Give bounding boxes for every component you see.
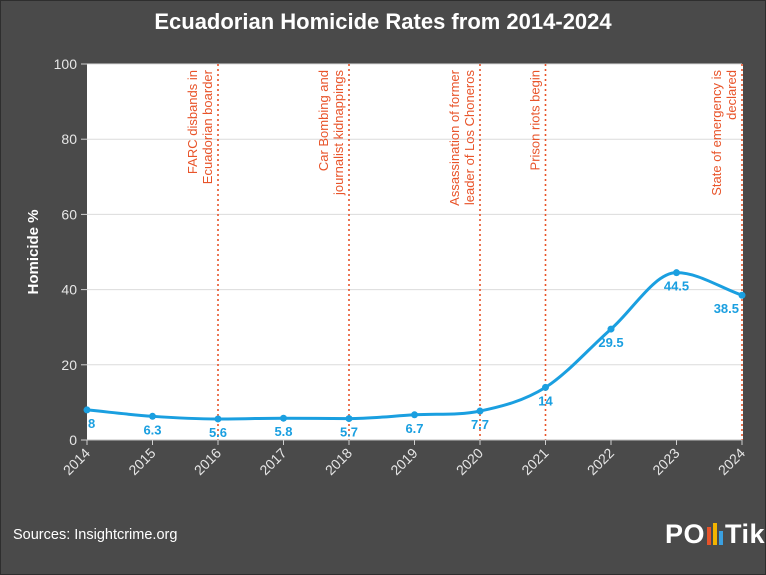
x-tick-label: 2019 [387,445,420,478]
x-tick-label: 2023 [649,445,682,478]
y-axis-label: Homicide % [25,209,42,294]
data-label: 5.8 [274,424,292,439]
data-label: 44.5 [664,279,689,294]
data-point [345,415,353,423]
annotation-label: journalist kidnappings [331,70,346,197]
annotation-label: declared [724,70,739,120]
x-tick-label: 2024 [715,445,748,478]
plot-area [87,64,743,440]
x-tick-label: 2015 [125,445,158,478]
chart-title: Ecuadorian Homicide Rates from 2014-2024 [154,9,612,34]
data-point [542,383,549,391]
data-label: 38.5 [714,301,739,316]
x-tick-label: 2014 [60,445,93,478]
data-point [280,414,287,422]
y-tick-label: 40 [61,282,77,298]
politik-logo: PO Tik [665,516,765,548]
x-tick-label: 2017 [256,445,289,478]
data-point [476,407,484,415]
annotation-label: Prison riots begin [528,70,543,170]
data-label: 8 [88,416,95,431]
series-line-layer: 8 6.3 5.6 5.8 5.7 6.7 7.7 14 29.5 44.5 38.5 [83,269,746,440]
x-tick-label: 2018 [322,445,355,478]
y-tick-label: 0 [69,432,77,448]
data-label: 7.7 [471,417,489,432]
y-tick-label: 80 [61,131,77,147]
annotation-label: leader of Los Choneros [462,70,477,206]
data-label: 14 [538,393,553,408]
data-point [149,412,156,420]
data-label: 29.5 [598,335,623,350]
y-tick-label: 60 [61,206,77,222]
x-tick-label: 2021 [518,445,551,478]
annotation-label: Ecuadorian boarder [200,69,215,184]
logo-bar [713,523,718,545]
logo-bars-icon [707,523,724,545]
annotation-label: FARC disbands in [185,70,200,174]
data-point [214,415,222,423]
logo-text-right: Tik [725,519,766,549]
data-label: 5.6 [209,425,227,440]
annotation-label: Assassination of former [447,69,462,206]
y-tick-label: 20 [61,357,77,373]
annotations: FARC disbands in Ecuadorian boarder Car Bo… [185,64,743,440]
logo-bar [707,527,712,545]
data-label: 5.7 [340,425,358,440]
logo-bar [719,531,724,545]
line-chart: FARC disbands in Ecuadorian boarder Car Bo… [25,56,748,478]
grid-lines [87,63,742,366]
data-label: 6.7 [405,421,423,436]
data-point [411,411,418,419]
data-point [83,406,91,414]
annotation-label: State of emergency is [709,70,724,196]
sources-note: Sources: Insightcrime.org [13,527,178,543]
x-tick-label: 2022 [584,445,617,478]
data-point [607,325,615,333]
x-tick-label: 2016 [191,445,224,478]
y-tick-label: 100 [54,56,78,72]
logo-text-left: PO [665,519,706,549]
annotation-label: Car Bombing and [316,70,331,171]
x-tick-label: 2020 [453,445,486,478]
data-label: 6.3 [143,422,161,437]
data-point [673,269,680,277]
data-point [738,291,746,299]
